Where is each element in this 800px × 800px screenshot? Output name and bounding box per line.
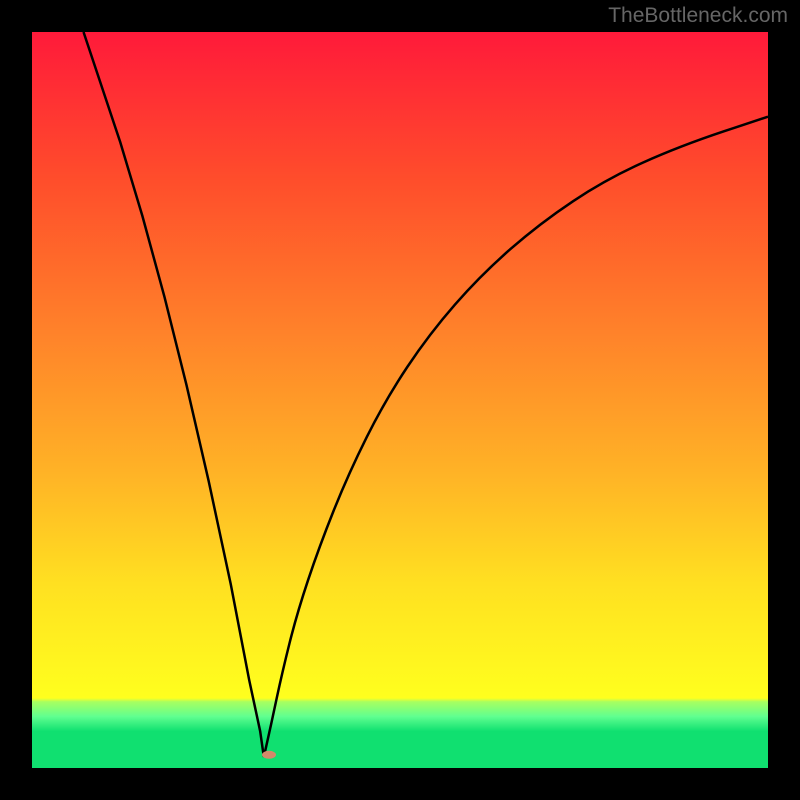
- chart-plot-area: [32, 32, 768, 768]
- optimal-point-marker: [262, 751, 276, 759]
- watermark-text: TheBottleneck.com: [608, 4, 788, 28]
- chart-svg: [32, 32, 768, 768]
- bottleneck-curve: [84, 32, 768, 757]
